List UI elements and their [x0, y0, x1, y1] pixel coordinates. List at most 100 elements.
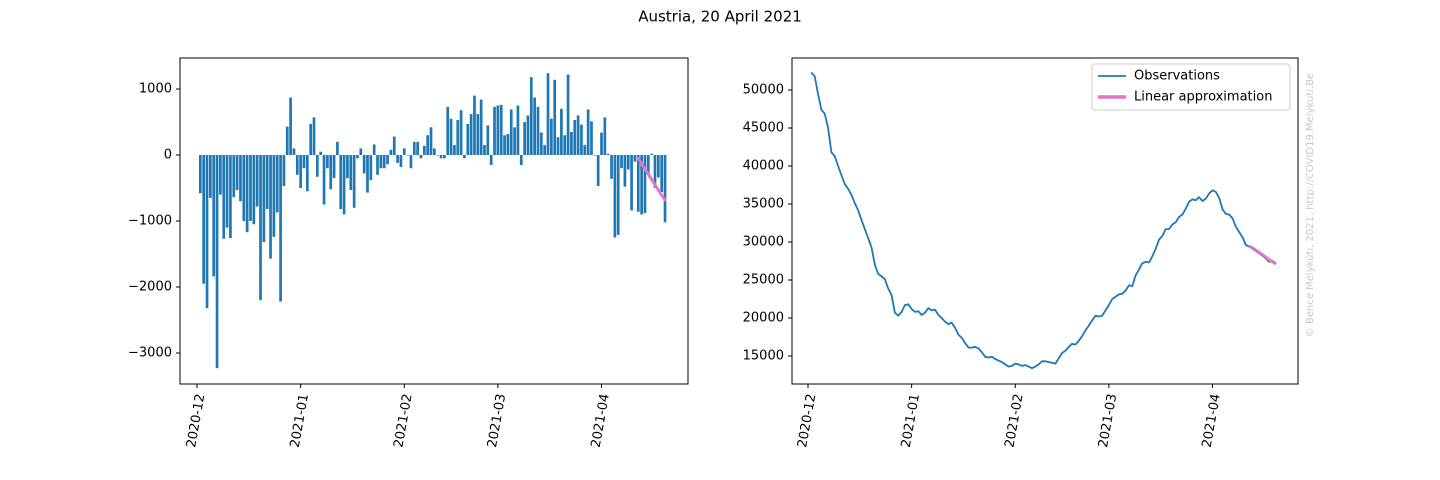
- bar: [242, 155, 246, 221]
- x-tick-label: 2021-04: [1200, 393, 1224, 449]
- bar: [516, 105, 520, 156]
- bar: [583, 145, 587, 156]
- bar: [312, 117, 316, 156]
- bar: [496, 105, 500, 156]
- bar: [342, 155, 346, 215]
- bar: [636, 155, 640, 212]
- y-tick-label: −3000: [128, 345, 172, 360]
- credit: © Bence Mélykúti, 2021. http://COVID19.M…: [1304, 73, 1316, 337]
- bar: [493, 106, 496, 156]
- bar: [359, 148, 363, 156]
- bar: [526, 115, 530, 156]
- bar: [593, 155, 597, 156]
- bar: [269, 155, 272, 259]
- bar: [550, 118, 553, 156]
- bar: [620, 155, 623, 169]
- bar: [352, 155, 356, 208]
- axes-frame: [179, 57, 689, 385]
- bar: [623, 155, 627, 187]
- legend-label: Linear approximation: [1134, 90, 1272, 105]
- bar: [329, 155, 333, 190]
- bar: [275, 155, 279, 213]
- bar: [429, 127, 433, 156]
- bar: [426, 135, 430, 156]
- axes-frame: [791, 57, 1299, 385]
- bar: [590, 121, 593, 156]
- bar: [272, 155, 276, 237]
- y-tick-label: 20000: [743, 311, 784, 326]
- figure-title: Austria, 20 April 2021: [638, 8, 802, 26]
- bar: [509, 109, 513, 156]
- bar: [663, 155, 667, 223]
- bar: [366, 155, 369, 193]
- bar: [209, 155, 212, 198]
- bar: [322, 155, 326, 205]
- bar: [305, 155, 309, 192]
- bar: [653, 155, 657, 189]
- bar: [319, 151, 323, 156]
- bar: [660, 155, 664, 192]
- bar: [523, 122, 526, 156]
- bar: [506, 133, 510, 156]
- bar: [205, 155, 209, 309]
- bar: [402, 148, 406, 156]
- bar: [476, 114, 480, 156]
- bar: [219, 155, 222, 195]
- bar: [349, 155, 353, 190]
- y-tick-label: 30000: [743, 234, 784, 249]
- bar: [346, 155, 349, 179]
- bar: [456, 120, 460, 156]
- bar: [326, 155, 329, 169]
- bar: [229, 155, 232, 239]
- bar: [396, 155, 399, 163]
- bar: [235, 155, 239, 190]
- bar: [362, 155, 366, 174]
- bar: [282, 155, 286, 187]
- bar: [379, 155, 383, 169]
- bar: [633, 155, 637, 162]
- bar: [596, 155, 600, 187]
- bar: [406, 155, 409, 156]
- bar: [416, 141, 419, 156]
- bar: [232, 155, 236, 198]
- bar: [315, 155, 319, 177]
- bar: [503, 135, 506, 156]
- bar: [533, 97, 536, 156]
- bar: [566, 74, 570, 156]
- bar: [386, 155, 389, 165]
- series-line: [810, 71, 1277, 370]
- bar: [603, 117, 607, 156]
- x-tick-label: 2020-12: [795, 393, 819, 449]
- bar: [369, 155, 373, 181]
- y-tick-label: 45000: [743, 120, 784, 135]
- bar: [309, 123, 313, 156]
- y-tick-label: 50000: [743, 82, 784, 97]
- bar: [459, 110, 463, 156]
- bar: [245, 155, 249, 233]
- bar: [563, 135, 567, 156]
- bar: [419, 155, 423, 159]
- legend-box: [1091, 63, 1291, 111]
- bar: [580, 124, 583, 156]
- bar: [479, 99, 483, 156]
- y-tick-label: 0: [164, 148, 172, 163]
- bar: [513, 127, 516, 156]
- bar: [586, 109, 590, 156]
- bar: [463, 155, 466, 159]
- bar: [265, 155, 269, 210]
- bar: [443, 155, 446, 159]
- bar: [613, 155, 617, 238]
- bar: [630, 155, 633, 211]
- bar: [483, 145, 486, 156]
- bar: [469, 114, 473, 156]
- bar: [499, 104, 503, 156]
- bar: [376, 155, 379, 175]
- bar: [539, 132, 543, 156]
- bar: [259, 155, 262, 301]
- bar: [239, 155, 242, 202]
- bar: [529, 77, 533, 156]
- bar: [356, 155, 359, 159]
- bar: [222, 155, 226, 239]
- y-tick-label: −2000: [128, 279, 172, 294]
- bar: [449, 118, 453, 156]
